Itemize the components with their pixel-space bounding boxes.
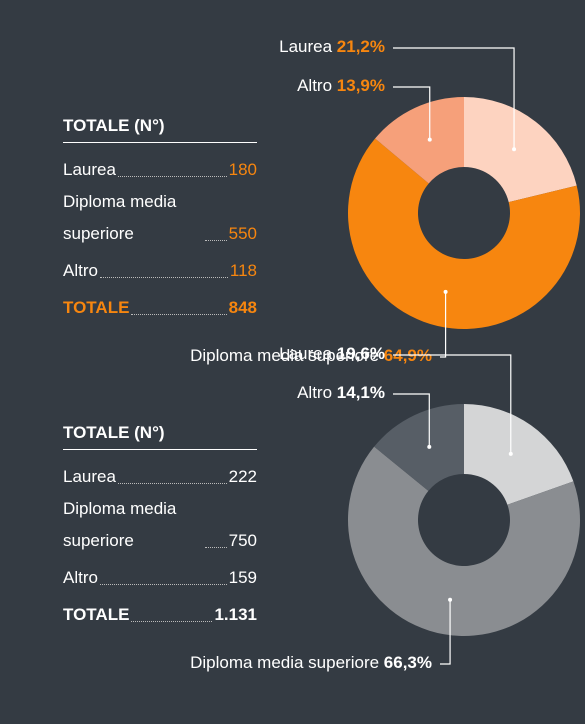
row-leader (99, 584, 227, 585)
slice-value: 21,2% (337, 37, 385, 56)
row-value: 180 (228, 160, 257, 179)
table-row: Diploma media superiore 550 (63, 186, 257, 250)
row-leader (117, 483, 227, 484)
slice-category: Diploma media superiore (190, 346, 379, 365)
table-row: Diploma media superiore 750 (63, 493, 257, 557)
row-leader (99, 277, 228, 278)
slice-category: Altro (297, 383, 332, 402)
leader-line (393, 86, 431, 140)
slice-label: Altro 14,1% (297, 383, 385, 402)
row-value: 159 (228, 568, 257, 587)
row-value: 848 (228, 298, 257, 317)
table-row: Altro 159 (63, 557, 257, 594)
slice-label: Diploma media superiore 66,3% (190, 653, 432, 672)
slice-value: 66,3% (384, 653, 432, 672)
table-row: Laurea 180 (63, 149, 257, 186)
slice-value: 19,6% (337, 344, 385, 363)
leader-dot (512, 147, 517, 152)
row-leader (131, 314, 227, 315)
row-leader (205, 547, 227, 548)
slice-category: Laurea (279, 344, 332, 363)
slice-value: 14,1% (337, 383, 385, 402)
table-row: TOTALE 1.131 (63, 594, 257, 631)
row-label: TOTALE (63, 298, 130, 317)
slice-label: Diploma media superiore 64,9% (190, 346, 432, 365)
table-row: TOTALE 848 (63, 287, 257, 324)
row-label: Laurea (63, 160, 116, 179)
table-title: TOTALE (N°) (63, 423, 257, 450)
row-leader (117, 176, 227, 177)
row-value: 118 (229, 261, 257, 280)
row-value: 222 (228, 467, 257, 486)
table-title: TOTALE (N°) (63, 116, 257, 143)
row-label: Diploma media superiore (63, 192, 177, 243)
row-label: Altro (63, 261, 98, 280)
leader-line (393, 354, 512, 454)
leader-dot (443, 289, 448, 294)
pie-slice (464, 97, 577, 203)
pie-slice (375, 97, 464, 184)
leader-line (393, 393, 430, 447)
slice-category: Diploma media superiore (190, 653, 379, 672)
table-row: Altro 118 (63, 250, 257, 287)
leader-dot (508, 451, 513, 456)
row-label: TOTALE (63, 605, 130, 624)
slice-label: Altro 13,9% (297, 76, 385, 95)
row-value: 550 (228, 224, 257, 243)
pie-slice (374, 404, 464, 491)
leader-line (393, 47, 515, 150)
slice-category: Altro (297, 76, 332, 95)
slice-label: Laurea 21,2% (279, 37, 385, 56)
leader-dot (448, 597, 453, 602)
pie-slice (464, 404, 574, 505)
leader-line (440, 599, 451, 665)
row-leader (131, 621, 213, 622)
pie-slice (347, 138, 580, 330)
leader-dot (427, 444, 432, 449)
slice-label: Laurea 19,6% (279, 344, 385, 363)
row-label: Altro (63, 568, 98, 587)
leader-dot (427, 137, 432, 142)
row-value: 1.131 (214, 605, 257, 624)
slice-value: 13,9% (337, 76, 385, 95)
row-label: Laurea (63, 467, 116, 486)
slice-value: 64,9% (384, 346, 432, 365)
row-value: 750 (228, 531, 257, 550)
totals-table: TOTALE (N°) Laurea 180 Diploma media superi… (63, 116, 257, 324)
table-row: Laurea 222 (63, 456, 257, 493)
row-label: Diploma media superiore (63, 499, 177, 550)
totals-table: TOTALE (N°) Laurea 222 Diploma media superi… (63, 423, 257, 631)
leader-line (440, 291, 447, 358)
slice-category: Laurea (279, 37, 332, 56)
row-leader (205, 240, 227, 241)
pie-slice (348, 446, 580, 637)
